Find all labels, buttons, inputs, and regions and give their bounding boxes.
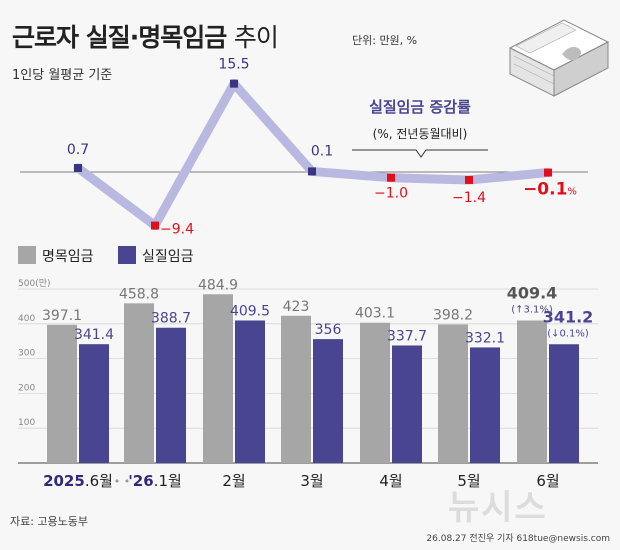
line-data-label: −1.0	[374, 186, 408, 202]
line-chart-title: 실질임금 증감률	[369, 98, 471, 116]
bar-xtick-label-main: 2월	[222, 472, 245, 490]
bar-nominal	[203, 294, 233, 463]
line-data-label-unit: %	[567, 187, 577, 198]
bar-xtick-label: '26.1월	[128, 472, 182, 490]
line-point	[544, 168, 552, 177]
line-chart-callout	[352, 149, 488, 158]
bar-label-nominal: 398.2	[433, 307, 473, 323]
bar-label-nominal: 403.1	[355, 306, 395, 322]
line-data-label: 15.5	[218, 57, 249, 73]
bar-label-real: 337.7	[387, 328, 427, 344]
money-stack-icon	[508, 19, 610, 97]
bar-xtick-label-main: 3월	[300, 472, 323, 490]
legend-label-real: 실질임금	[142, 249, 194, 265]
bar-xtick-label: 5월	[457, 472, 480, 490]
bar-label-real: 341.4	[74, 327, 114, 343]
line-data-label: 0.1	[311, 143, 333, 159]
bar-nominal	[438, 324, 468, 463]
line-point	[74, 164, 82, 173]
bar-label-nominal: 484.9	[198, 277, 238, 293]
bar-label-nominal: 458.8	[119, 286, 159, 302]
bar-real	[470, 347, 500, 463]
bar-xtick-label-main: 5월	[457, 472, 480, 490]
bar-label-real: 356	[315, 322, 342, 338]
line-data-label: −0.1%	[523, 180, 577, 200]
bar-xtick-label: 6월	[536, 472, 559, 490]
line-point	[387, 173, 395, 182]
chart-title: 근로자 실질·명목임금 추이	[12, 18, 279, 54]
bar-xtick-label-tail: .1월	[154, 472, 182, 490]
line-data-label: 0.7	[67, 142, 89, 158]
bar-real	[549, 344, 579, 463]
bar-nominal	[517, 320, 547, 463]
bar-real	[392, 345, 422, 463]
unit-label: 단위: 만원, %	[352, 34, 418, 47]
bar-xtick-label-main: 4월	[379, 472, 402, 490]
chart-title-suffix: 추이	[233, 23, 279, 52]
bar-nominal	[47, 324, 77, 463]
line-data-label: −9.4	[160, 222, 194, 238]
watermark: 뉴시스	[448, 488, 548, 528]
basis-label: 1인당 월평균 기준	[12, 68, 113, 83]
chart-title-main: 근로자 실질·명목임금	[12, 23, 227, 52]
bar-label-nominal: 397.1	[42, 308, 82, 324]
bar-ytick-label: 100	[18, 418, 35, 428]
bar-xtick-label: 2025.6월	[43, 472, 113, 490]
bar-real	[79, 344, 109, 463]
bar-label-nominal: 423	[283, 299, 310, 315]
bar-label-real: 388.7	[151, 311, 191, 327]
legend-label-nominal: 명목임금	[42, 249, 94, 265]
legend-swatch-nominal	[18, 246, 36, 264]
bar-label-real: 409.5	[230, 303, 270, 319]
bar-ytick-label: 400	[18, 314, 35, 324]
bar-nominal	[124, 303, 154, 463]
bar-xtick-label: 4월	[379, 472, 402, 490]
line-point	[151, 221, 159, 230]
bar-ytick-label: 300	[18, 349, 35, 359]
bar-xtick-label-main: 2025	[43, 472, 85, 490]
line-chart-subtitle: (%, 전년동월대비)	[373, 127, 468, 141]
line-point	[230, 79, 238, 88]
bar-real	[235, 320, 265, 463]
bar-change-nominal: (↑3.1%)	[511, 305, 553, 316]
bar-ytick-label: 500(만)	[18, 278, 50, 289]
line-data-label: −1.4	[452, 190, 486, 206]
bar-xtick-label-tail: .6월	[85, 472, 113, 490]
bar-label-real: 332.1	[465, 330, 505, 346]
bar-ytick-label: 200	[18, 383, 35, 393]
bar-xtick-label: 3월	[300, 472, 323, 490]
bar-xtick-label-main: '26	[128, 472, 153, 490]
bar-real	[156, 327, 186, 463]
bar-nominal	[281, 315, 311, 463]
bar-axis-break: • • •	[104, 475, 130, 488]
bar-label-nominal: 409.4	[507, 284, 558, 303]
bar-change-real: (↓0.1%)	[547, 328, 589, 339]
bar-real	[313, 339, 343, 463]
bar-xtick-label-main: 6월	[536, 472, 559, 490]
line-point	[465, 175, 473, 184]
bar-nominal	[360, 322, 390, 463]
source-note: 자료: 고용노동부	[10, 515, 89, 528]
line-point	[308, 167, 316, 176]
bar-xtick-label: 2월	[222, 472, 245, 490]
credit-note: 26.08.27 전진우 기자 618tue@newsis.com	[426, 534, 610, 544]
legend-swatch-real	[118, 246, 136, 264]
bar-label-real: 341.2	[543, 307, 594, 326]
